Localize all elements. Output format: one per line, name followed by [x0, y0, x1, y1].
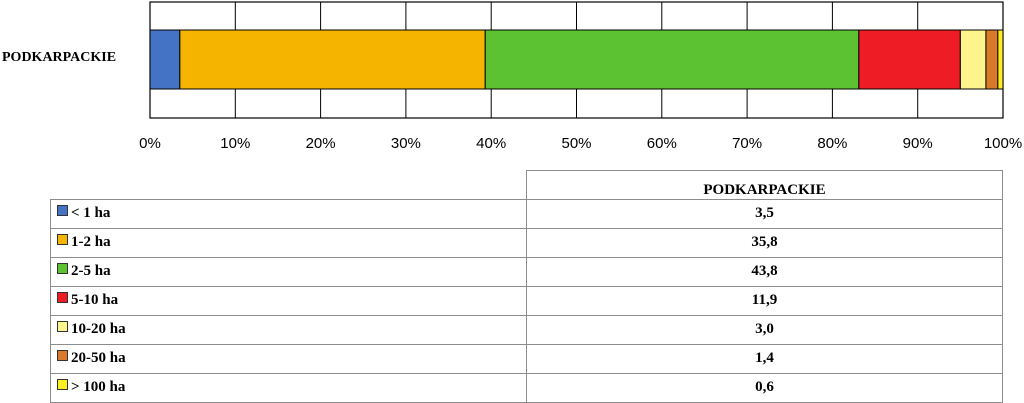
legend-cell: 20-50 ha	[50, 343, 527, 374]
x-tick-label: 70%	[732, 135, 762, 152]
legend-label: 2-5 ha	[71, 263, 111, 279]
legend-cell: 1-2 ha	[50, 227, 527, 258]
legend-swatch	[57, 263, 68, 274]
data-value: 11,9	[526, 285, 1003, 316]
legend-cell: 2-5 ha	[50, 256, 527, 287]
data-value: 3,5	[526, 198, 1003, 229]
legend-cell: < 1 ha	[50, 198, 527, 229]
legend-swatch	[57, 379, 68, 390]
legend-swatch	[57, 234, 68, 245]
bar-segments	[149, 29, 1004, 90]
legend-label: 20-50 ha	[71, 350, 126, 366]
bar-segment	[484, 29, 860, 90]
x-tick-label: 0%	[139, 135, 161, 152]
legend-swatch	[57, 350, 68, 361]
legend-cell: > 100 ha	[50, 372, 527, 403]
legend-swatch	[57, 321, 68, 332]
x-tick-label: 50%	[561, 135, 591, 152]
legend-label: 10-20 ha	[71, 321, 126, 337]
x-tick-label: 90%	[903, 135, 933, 152]
bar-segment	[179, 29, 486, 90]
legend-label: 1-2 ha	[71, 234, 111, 250]
x-tick-label: 40%	[476, 135, 506, 152]
x-tick-label: 60%	[647, 135, 677, 152]
x-tick-label: 10%	[220, 135, 250, 152]
legend-label: > 100 ha	[71, 379, 126, 395]
bar-segment	[858, 29, 961, 90]
x-tick-label: 80%	[817, 135, 847, 152]
data-value: 35,8	[526, 227, 1003, 258]
table-row: > 100 ha 0,6	[50, 372, 1003, 403]
legend-label: 5-10 ha	[71, 292, 119, 308]
table-row: 10-20 ha 3,0	[50, 314, 1003, 345]
bar-segment	[997, 29, 1004, 90]
data-value: 3,0	[526, 314, 1003, 345]
data-table: PODKARPACKIE < 1 ha 3,5 1-2 ha 35,8 2-5 ha 43…	[50, 170, 1003, 403]
bar-segment	[985, 29, 999, 90]
table-row: 20-50 ha 1,4	[50, 343, 1003, 374]
bar-segment	[149, 29, 181, 90]
legend-swatch	[57, 205, 68, 216]
data-value: 43,8	[526, 256, 1003, 287]
table-header: PODKARPACKIE	[526, 170, 1003, 200]
table-row: 5-10 ha 11,9	[50, 285, 1003, 316]
x-axis-ticks: 0% 10% 20% 30% 40% 50% 60% 70% 80% 90% 100%	[139, 135, 1022, 152]
legend-cell: 10-20 ha	[50, 314, 527, 345]
x-tick-label: 100%	[984, 135, 1022, 152]
bar-segment	[959, 29, 987, 90]
table-row: 2-5 ha 43,8	[50, 256, 1003, 287]
legend-cell: 5-10 ha	[50, 285, 527, 316]
table-row: 1-2 ha 35,8	[50, 227, 1003, 258]
x-tick-label: 30%	[391, 135, 421, 152]
stacked-bar-chart: 0% 10% 20% 30% 40% 50% 60% 70% 80% 90% 100%	[139, 1, 1022, 152]
data-value: 0,6	[526, 372, 1003, 403]
legend-swatch	[57, 292, 68, 303]
data-value: 1,4	[526, 343, 1003, 374]
table-row: < 1 ha 3,5	[50, 198, 1003, 229]
table-corner	[50, 170, 527, 200]
category-label: PODKARPACKIE	[2, 50, 117, 65]
legend-label: < 1 ha	[71, 205, 111, 221]
x-tick-label: 20%	[306, 135, 336, 152]
